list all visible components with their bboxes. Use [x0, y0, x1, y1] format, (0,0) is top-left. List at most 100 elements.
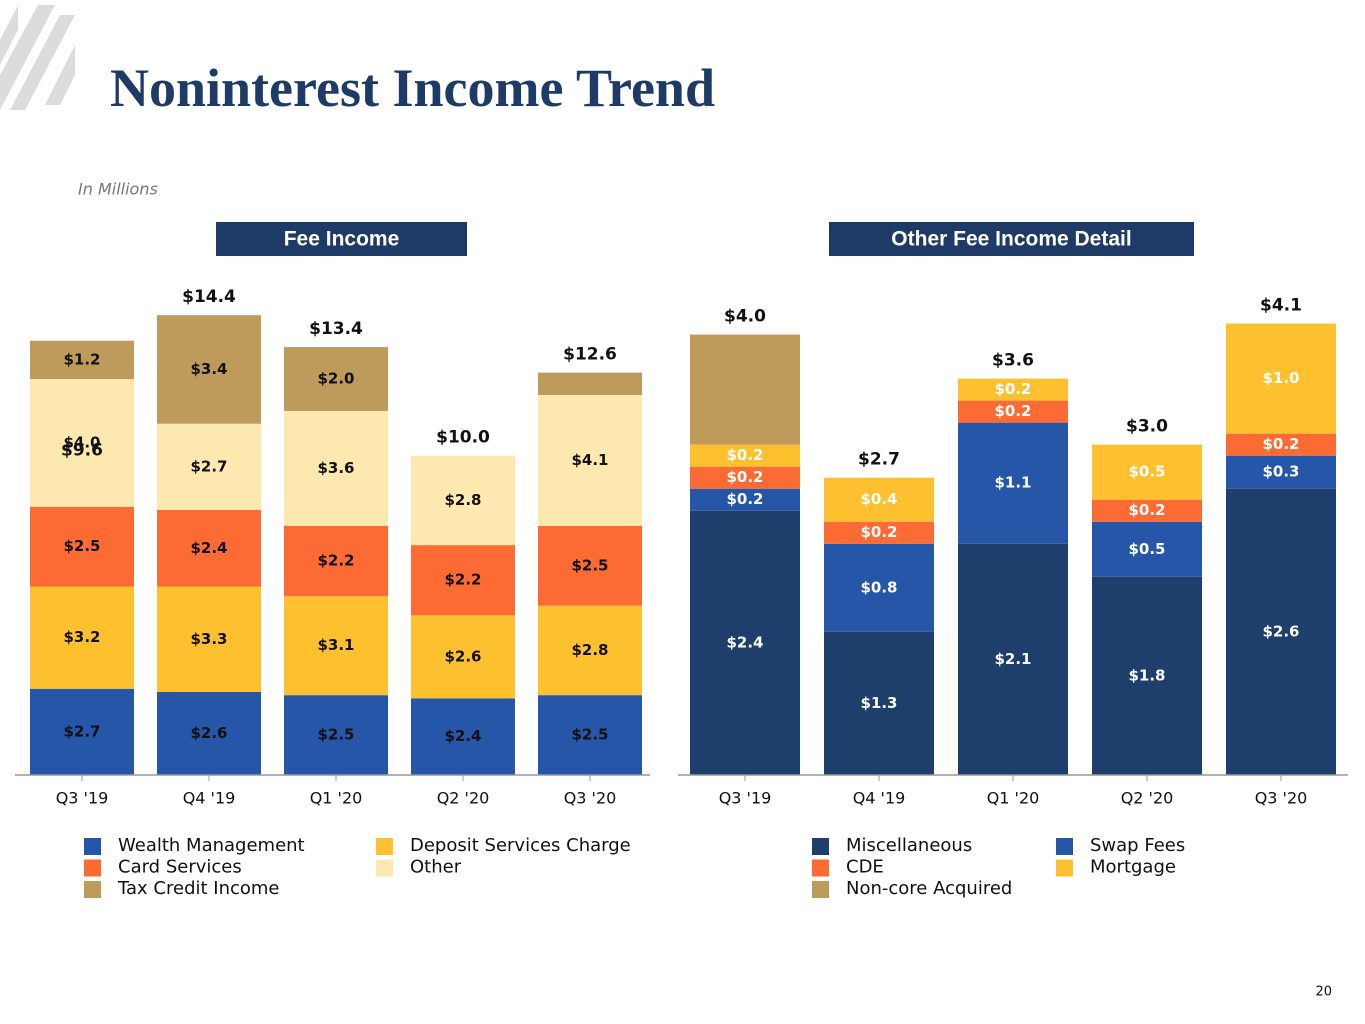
legend-swatch	[376, 859, 393, 877]
data-label: $2.4	[726, 633, 763, 651]
bar-segment	[958, 400, 1068, 423]
subtitle: In Millions	[78, 180, 158, 199]
legend-label: CDE	[846, 857, 884, 878]
x-tick-label: Q4 '19	[183, 789, 236, 808]
data-label: $0.5	[1128, 540, 1165, 558]
bar-segment	[30, 586, 134, 689]
bar-segment	[958, 543, 1068, 775]
data-label: $2.1	[994, 650, 1031, 668]
legend-swatch	[812, 838, 829, 855]
bar-segment	[824, 631, 934, 775]
data-label: $0.2	[994, 402, 1031, 420]
data-label: $4.0	[63, 433, 100, 451]
chart-header-box	[216, 222, 467, 256]
bar-segment	[690, 444, 800, 467]
legend-label: Swap Fees	[1090, 835, 1185, 856]
chart-header-box	[829, 222, 1194, 256]
data-label: $0.2	[994, 380, 1031, 398]
data-label: $0.2	[1128, 501, 1165, 519]
legend-swatch	[84, 859, 101, 877]
legend-swatch	[1056, 859, 1073, 877]
bar-segment	[690, 488, 800, 511]
total-label: $14.4	[182, 287, 236, 307]
legend-swatch	[812, 859, 829, 877]
bar-segment	[958, 378, 1068, 401]
bar-segment	[157, 691, 261, 775]
data-label: $1.8	[1128, 666, 1165, 684]
bar-segment	[1226, 455, 1336, 489]
bar-segment	[284, 410, 388, 526]
data-label: $1.0	[1262, 369, 1299, 387]
chart-header: Fee Income	[284, 228, 400, 251]
data-label: $2.6	[444, 647, 481, 665]
data-label: $3.3	[190, 630, 227, 648]
data-label: $0.2	[726, 446, 763, 464]
bar-segment	[538, 525, 642, 606]
total-label: $4.0	[724, 307, 766, 327]
data-label: $0.2	[1262, 435, 1299, 453]
bar-segment	[690, 334, 800, 445]
data-label: $2.0	[317, 370, 354, 388]
slide-title: Noninterest Income Trend	[110, 58, 715, 118]
total-label: $3.6	[992, 351, 1034, 371]
legend-swatch	[812, 881, 829, 898]
total-label: $4.1	[1260, 296, 1302, 316]
data-label: $2.4	[190, 539, 227, 557]
data-label: $0.3	[1262, 463, 1299, 481]
data-label: $2.5	[63, 537, 100, 555]
legend-label: Wealth Management	[118, 835, 305, 856]
data-label: $2.6	[1262, 622, 1299, 640]
bar-segment	[157, 423, 261, 510]
bar-segment	[824, 543, 934, 632]
data-label: $1.2	[63, 350, 100, 368]
data-label: $0.8	[860, 578, 897, 596]
x-tick-label: Q1 '20	[987, 789, 1040, 808]
total-label: $2.7	[858, 450, 900, 470]
data-label: $3.4	[190, 360, 227, 378]
bar-segment	[538, 394, 642, 526]
legend-label: Miscellaneous	[846, 835, 972, 856]
bar-segment	[690, 510, 800, 775]
total-label: $3.0	[1126, 417, 1168, 437]
bar-segment	[538, 372, 642, 395]
bar-segment	[1226, 488, 1336, 775]
bar-segment	[411, 455, 515, 546]
legend-label: Other	[410, 857, 462, 878]
total-label: $10.0	[436, 428, 490, 448]
x-tick-label: Q1 '20	[310, 789, 363, 808]
data-label: $2.7	[190, 457, 227, 475]
bar-segment	[538, 695, 642, 775]
data-label: $2.4	[444, 727, 481, 745]
total-label: $12.6	[563, 345, 617, 365]
legend-label: Non-core Acquired	[846, 878, 1012, 899]
bar-segment	[958, 422, 1068, 544]
bar-segment	[1092, 499, 1202, 522]
data-label: $0.2	[726, 490, 763, 508]
data-label: $0.4	[860, 490, 897, 508]
legend-label: Deposit Services Charge	[410, 835, 631, 856]
legend-label: Mortgage	[1090, 857, 1176, 878]
bar-segment	[30, 340, 134, 380]
bar-segment	[1092, 444, 1202, 500]
bar-segment	[1226, 323, 1336, 434]
bar-segment	[1092, 521, 1202, 577]
bar-segment	[284, 695, 388, 775]
data-label: $2.5	[317, 726, 354, 744]
legend-label: Card Services	[118, 857, 242, 878]
data-label: $2.8	[571, 641, 608, 659]
bar-segment	[824, 477, 934, 522]
data-label: $2.5	[571, 726, 608, 744]
legend-label: Tax Credit Income	[117, 878, 280, 899]
bar-segment	[157, 315, 261, 424]
data-label: $4.1	[571, 451, 608, 469]
legend-swatch	[1056, 838, 1073, 855]
logo	[0, 5, 75, 110]
data-label: $2.7	[63, 722, 100, 740]
data-label: $2.6	[190, 724, 227, 742]
x-tick-label: Q4 '19	[853, 789, 906, 808]
bar-segment	[30, 379, 134, 507]
x-tick-label: Q2 '20	[437, 789, 490, 808]
legend-swatch	[84, 881, 101, 898]
data-label: $3.2	[63, 628, 100, 646]
data-label: $2.2	[317, 552, 354, 570]
